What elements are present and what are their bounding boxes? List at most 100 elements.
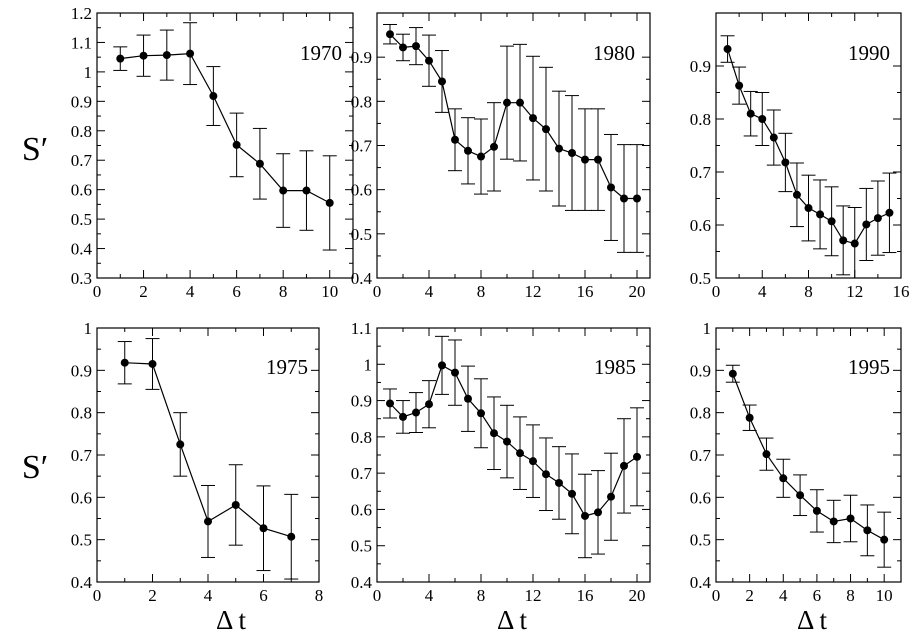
data-point (873, 214, 882, 223)
y-tick-label: 0.9 (690, 57, 711, 76)
data-point (148, 359, 157, 368)
y-tick-label: 0.9 (351, 48, 372, 67)
y-tick-label: 0.8 (690, 404, 711, 423)
data-point (846, 514, 855, 523)
y-tick-label: 0.5 (71, 531, 92, 550)
data-point (620, 194, 628, 203)
y-tick-label: 0.9 (690, 361, 711, 380)
y-tick-label: 0.7 (71, 151, 93, 170)
y-tick-label: 0.9 (71, 361, 92, 380)
y-tick-label: 0.7 (690, 446, 712, 465)
data-point (762, 450, 771, 459)
data-point (792, 190, 801, 199)
x-tick-label: 0 (712, 282, 721, 301)
data-point (232, 140, 241, 149)
y-tick-label: 0.7 (351, 137, 373, 156)
x-tick-label: 16 (577, 586, 594, 605)
data-point (231, 500, 240, 509)
x-tick-label: 6 (232, 282, 241, 301)
x-tick-label: 4 (425, 586, 434, 605)
panel-year-label: 1980 (593, 41, 635, 65)
data-point (796, 491, 805, 500)
x-tick-label: 8 (279, 282, 288, 301)
x-tick-label: 4 (204, 586, 213, 605)
x-tick-label: 2 (745, 586, 754, 605)
data-point (412, 42, 420, 51)
data-point (176, 440, 185, 449)
data-point (728, 369, 737, 378)
data-point (812, 506, 821, 515)
y-tick-label: 1.1 (351, 319, 372, 338)
y-tick-label: 0.5 (690, 531, 711, 550)
y-tick-label: 0.3 (71, 269, 92, 288)
x-tick-label: 12 (846, 282, 863, 301)
x-tick-label: 6 (259, 586, 268, 605)
x-tick-label: 2 (148, 586, 157, 605)
data-point (438, 77, 446, 86)
data-point (399, 412, 407, 421)
data-point (503, 98, 511, 107)
x-tick-label: 12 (525, 586, 542, 605)
y-tick-label: 0.8 (351, 428, 372, 447)
y-tick-label: 0.6 (71, 181, 92, 200)
x-tick-label: 6 (813, 586, 822, 605)
data-point (863, 526, 872, 535)
y-tick-label: 0.8 (690, 110, 711, 129)
data-point (425, 56, 433, 65)
data-point (139, 51, 148, 60)
x-axis-label-left: Δ t (216, 605, 247, 635)
data-point (804, 204, 813, 213)
x-tick-label: 10 (321, 282, 338, 301)
y-tick-label: 1.1 (71, 33, 92, 52)
y-tick-label: 1 (703, 319, 712, 338)
y-tick-label: 0.8 (351, 92, 372, 111)
data-point (735, 81, 744, 90)
data-point (555, 478, 563, 487)
y-tick-label: 1.2 (71, 4, 92, 23)
x-tick-label: 8 (315, 586, 324, 605)
y-tick-label: 1 (84, 319, 93, 338)
x-tick-label: 16 (577, 282, 594, 301)
data-point (516, 449, 524, 458)
y-tick-label: 0.5 (351, 225, 372, 244)
data-point (464, 146, 472, 155)
y-tick-label: 0.9 (71, 92, 92, 111)
data-point (477, 409, 485, 418)
y-tick-label: 0.6 (351, 500, 372, 519)
y-tick-label: 0.8 (71, 122, 92, 141)
data-point (259, 524, 268, 533)
y-tick-label: 0.9 (351, 392, 372, 411)
y-tick-label: 0.7 (351, 464, 373, 483)
data-point (827, 217, 836, 226)
x-tick-label: 0 (373, 586, 382, 605)
x-tick-label: 2 (139, 282, 148, 301)
data-point (633, 194, 641, 203)
data-point (594, 508, 602, 517)
data-point (464, 394, 472, 403)
x-tick-label: 20 (629, 586, 646, 605)
data-point (581, 155, 589, 164)
data-point (386, 30, 394, 39)
data-point (542, 125, 550, 134)
data-point (607, 183, 615, 192)
series-line (120, 52, 330, 204)
data-point (255, 159, 264, 168)
data-point (162, 51, 171, 60)
x-tick-label: 4 (186, 282, 195, 301)
y-tick-label: 0.6 (690, 216, 711, 235)
panel-year-label: 1995 (848, 355, 890, 379)
data-point (120, 358, 129, 367)
x-tick-label: 12 (525, 282, 542, 301)
data-point (451, 135, 459, 144)
x-tick-label: 0 (93, 282, 102, 301)
x-tick-label: 10 (876, 586, 893, 605)
x-axis-label-right: Δ t (797, 605, 828, 635)
data-point (490, 142, 498, 151)
data-point (116, 54, 125, 63)
panel-1995: 0 2 4 6 8 10 0.4 0.5 0.6 0.7 0.8 0.9 1 1995 (690, 319, 902, 605)
data-point (607, 492, 615, 501)
series-line (389, 364, 638, 517)
data-point (503, 437, 511, 446)
y-tick-label: 0.4 (351, 573, 373, 592)
panel-1985: 0 4 8 12 16 20 0.4 0.5 0.6 0.7 0.8 0.9 1 1.1 1985 (351, 319, 651, 605)
